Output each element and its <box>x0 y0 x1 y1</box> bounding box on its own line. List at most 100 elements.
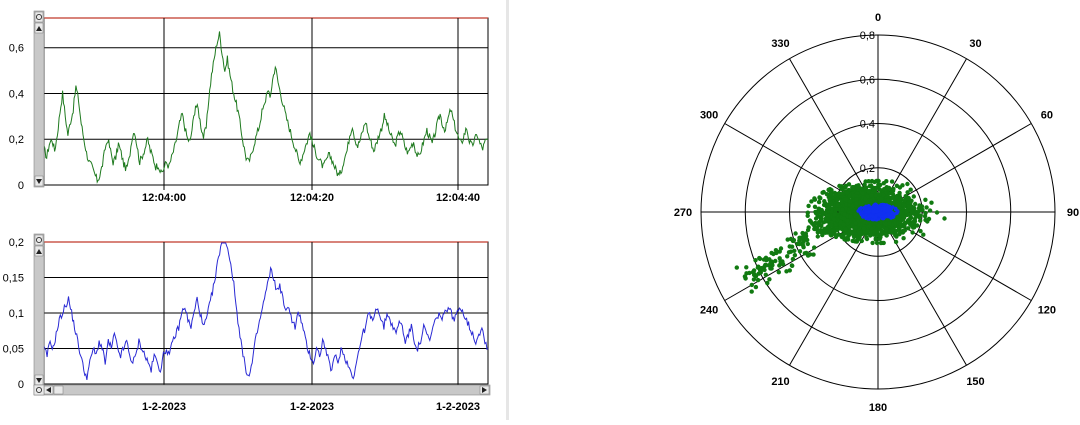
scatter-point <box>842 212 847 217</box>
scatter-point <box>790 256 796 262</box>
data-series-line <box>43 31 489 184</box>
scatter-point <box>902 203 907 208</box>
scroll-thumb[interactable] <box>53 385 64 395</box>
data-series-line <box>43 242 489 380</box>
scatter-point <box>778 259 783 264</box>
scatter-point <box>902 228 907 233</box>
scatter-point <box>883 221 889 227</box>
scatter-point <box>837 183 842 189</box>
scatter-point <box>911 194 916 199</box>
scatter-point <box>817 195 822 201</box>
scatter-point <box>812 245 817 250</box>
scatter-point <box>929 200 934 205</box>
vertical-scrollbar[interactable] <box>33 233 45 387</box>
scatter-point <box>853 225 858 230</box>
radial-tick-label: 0,8 <box>860 30 875 42</box>
scatter-point <box>881 187 887 192</box>
scatter-point-core <box>891 215 896 219</box>
scatter-point <box>792 253 798 258</box>
scatter-point <box>865 229 870 234</box>
y-tick-label: 0,2 <box>9 134 24 146</box>
scatter-point <box>904 208 909 214</box>
scatter-point <box>768 261 773 266</box>
scatter-point <box>897 232 902 237</box>
scatter-point <box>837 191 842 196</box>
scatter-point-core <box>862 206 866 210</box>
scatter-point <box>915 223 920 228</box>
scatter-point <box>874 178 879 184</box>
scatter-cluster-core <box>856 202 900 222</box>
horizontal-scrollbar[interactable] <box>33 384 491 396</box>
arrow-down-icon <box>36 378 42 383</box>
scatter-point <box>790 263 795 268</box>
scatter-point-core <box>882 206 887 210</box>
scatter-point <box>835 197 840 202</box>
scatter-point-core <box>859 211 864 215</box>
scatter-point <box>832 212 837 217</box>
scatter-point <box>887 221 892 226</box>
scatter-point-core <box>875 209 879 214</box>
scatter-point <box>921 232 926 237</box>
scatter-point <box>839 199 845 205</box>
scatter-point <box>818 218 824 223</box>
scatter-point <box>923 210 928 216</box>
scatter-point <box>816 199 822 205</box>
gear-icon[interactable] <box>34 11 44 23</box>
scatter-point <box>843 197 848 202</box>
scatter-point <box>751 277 757 282</box>
scatter-point <box>819 223 824 229</box>
scatter-point <box>869 193 874 198</box>
scatter-point <box>850 223 855 228</box>
scatter-point <box>905 181 910 187</box>
scatter-point <box>901 217 906 222</box>
scatter-point <box>853 211 859 217</box>
radial-ring <box>744 78 1012 346</box>
scatter-point <box>827 230 832 235</box>
scatter-point <box>749 289 754 294</box>
scatter-point <box>813 221 818 226</box>
scatter-point <box>820 190 825 195</box>
gear-icon[interactable] <box>34 234 44 246</box>
arrow-up-icon <box>36 249 42 254</box>
scatter-point <box>918 218 923 223</box>
scatter-point <box>809 199 814 204</box>
panel-divider <box>506 0 509 420</box>
scatter-point <box>825 225 830 230</box>
scatter-point <box>918 213 923 218</box>
angle-label: 150 <box>966 376 984 388</box>
scatter-point <box>751 272 757 278</box>
scatter-point <box>776 270 781 275</box>
x-tick-label: 1-2-2023 <box>290 401 334 413</box>
scatter-point-core <box>882 203 887 207</box>
scatter-point <box>873 236 878 241</box>
scatter-point <box>872 229 877 235</box>
scatter-point <box>805 253 811 258</box>
scatter-point <box>897 190 902 196</box>
scatter-point <box>839 187 845 192</box>
scatter-point <box>749 282 754 288</box>
scatter-point <box>911 220 917 225</box>
scatter-point <box>795 241 800 247</box>
y-tick-label: 0,6 <box>9 43 24 55</box>
scatter-point <box>833 206 839 211</box>
scatter-point <box>835 202 840 208</box>
scatter-point-core <box>856 209 860 213</box>
vertical-scrollbar[interactable] <box>33 10 45 188</box>
scatter-point <box>815 234 820 239</box>
scatter-point <box>864 235 869 240</box>
scatter-point <box>848 209 854 215</box>
corner-gear-button[interactable] <box>33 384 45 396</box>
scatter-point <box>786 250 792 255</box>
angle-label: 90 <box>1067 207 1079 219</box>
scatter-point <box>805 241 810 247</box>
angle-label: 180 <box>869 402 887 414</box>
scatter-point <box>787 268 792 273</box>
scatter-point <box>812 204 818 209</box>
angle-label: 240 <box>700 305 718 317</box>
scatter-point <box>811 252 816 257</box>
scatter-point <box>785 237 790 242</box>
scatter-point <box>906 195 911 201</box>
y-tick-label: 0,4 <box>9 88 24 100</box>
scatter-point <box>803 233 808 238</box>
scatter-point <box>841 216 847 221</box>
